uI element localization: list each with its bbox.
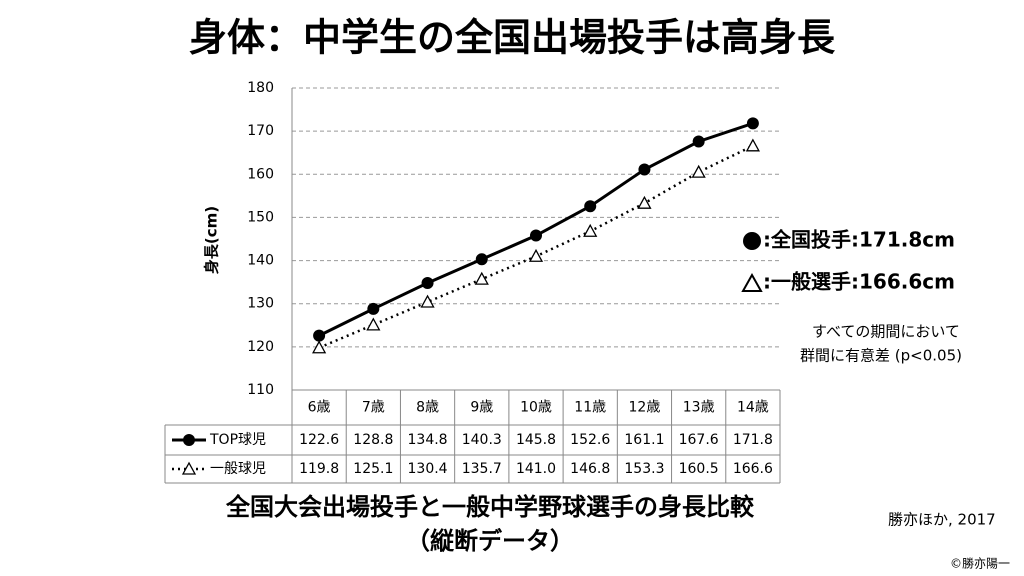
data-point [313,329,326,342]
x-tick-label: 13歳 [683,400,715,416]
series-line [318,144,754,349]
table-cell: 161.1 [624,432,664,448]
x-tick-label: 9歳 [470,400,493,416]
table-cell: 153.3 [624,461,664,477]
data-point [692,135,705,148]
source: 勝亦ほか, 2017 [888,511,996,529]
table-cell: 128.8 [353,432,393,448]
table-cell: 152.6 [570,432,610,448]
y-tick-label: 150 [247,209,274,225]
annotation-marker [741,272,763,292]
x-tick-label: 12歳 [629,400,661,416]
copyright: ©勝亦陽一 [950,556,1010,571]
table-cell: 135.7 [462,461,502,477]
table-cell: 125.1 [353,461,393,477]
table-cell: 160.5 [679,461,719,477]
y-tick-label: 110 [247,382,274,398]
table-cell: 146.8 [570,461,610,477]
caption: 全国大会出場投手と一般中学野球選手の身長比較 [225,493,755,521]
legend-label: 一般球児 [210,461,266,477]
data-point [746,117,759,130]
y-tick-label: 160 [247,166,274,182]
table-cell: 166.6 [733,461,773,477]
legend-marker [181,461,197,475]
y-tick-label: 180 [247,80,274,96]
x-tick-label: 7歳 [362,400,385,416]
table-cell: 134.8 [408,432,448,448]
table-cell: 145.8 [516,432,556,448]
table-cell: 167.6 [679,432,719,448]
data-point [638,163,651,176]
x-tick-label: 11歳 [574,400,606,416]
caption: （縦断データ） [406,527,574,555]
data-point [475,253,488,266]
data-point [312,340,327,354]
data-point [421,277,434,290]
y-tick-label: 170 [247,123,274,139]
y-axis-label: 身長(cm) [203,206,221,274]
table-cell: 122.6 [299,432,339,448]
chart-title: 身体：中学生の全国出場投手は高身長 [189,16,836,60]
annotation: 群間に有意差 (p<0.05) [800,347,962,365]
table-cell: 119.8 [299,461,339,477]
y-tick-label: 130 [247,296,274,312]
legend-label: TOP球児 [209,432,266,448]
annotation: :全国投手:171.8cm [763,228,955,252]
x-tick-label: 14歳 [737,400,769,416]
data-point [420,294,435,308]
data-point [745,138,760,152]
x-tick-label: 10歳 [520,400,552,416]
table-cell: 140.3 [462,432,502,448]
data-point [528,248,544,262]
table-cell: 141.0 [516,461,556,477]
data-point [691,164,706,178]
x-tick-label: 8歳 [416,400,439,416]
annotation-marker [743,232,761,250]
data-point [530,229,542,242]
data-point [637,195,652,209]
data-point [366,317,381,331]
y-tick-label: 120 [247,339,274,355]
annotation: :一般選手:166.6cm [763,270,955,294]
data-point [583,223,598,237]
table-cell: 171.8 [733,432,773,448]
legend-marker [183,434,195,446]
x-tick-label: 6歳 [308,400,331,416]
table-cell: 130.4 [408,461,448,477]
y-tick-label: 140 [247,253,274,269]
data-point [367,302,380,315]
annotation: すべての期間において [812,323,960,341]
data-point [474,271,489,285]
data-point [584,200,597,213]
